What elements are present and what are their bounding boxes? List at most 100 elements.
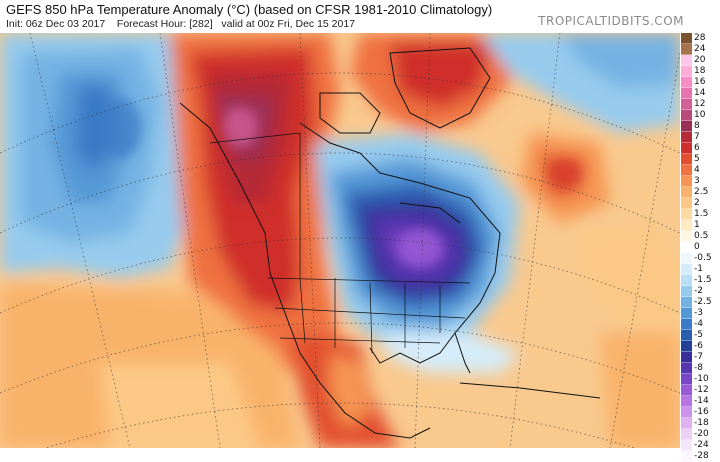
colorbar-entry: -12 bbox=[681, 385, 720, 396]
colorbar-swatch bbox=[681, 176, 692, 187]
colorbar-entry: -1 bbox=[681, 264, 720, 275]
colorbar-label: 0 bbox=[694, 242, 700, 252]
colorbar-entry: 0 bbox=[681, 242, 720, 253]
colorbar-entry: 6 bbox=[681, 143, 720, 154]
colorbar-entry: -14 bbox=[681, 396, 720, 407]
colorbar-label: -24 bbox=[694, 440, 709, 450]
colorbar-label: 1 bbox=[694, 220, 700, 230]
colorbar-swatch bbox=[681, 242, 692, 253]
colorbar-label: 7 bbox=[694, 132, 700, 142]
colorbar-swatch bbox=[681, 407, 692, 418]
colorbar-swatch bbox=[681, 429, 692, 440]
colorbar-swatch bbox=[681, 297, 692, 308]
brand-watermark: TROPICALTIDBITS.COM bbox=[538, 14, 684, 28]
colorbar-swatch bbox=[681, 77, 692, 88]
colorbar-swatch bbox=[681, 121, 692, 132]
colorbar-swatch bbox=[681, 44, 692, 55]
colorbar-label: -16 bbox=[694, 407, 709, 417]
colorbar-entry: 14 bbox=[681, 88, 720, 99]
colorbar-entry: 2.5 bbox=[681, 187, 720, 198]
colorbar-entry: -6 bbox=[681, 341, 720, 352]
colorbar-entry: 8 bbox=[681, 121, 720, 132]
anomaly-detail bbox=[98, 98, 583, 266]
colorbar-label: -3 bbox=[694, 308, 703, 318]
colorbar-swatch bbox=[681, 143, 692, 154]
colorbar-legend: 28 24 20 18 16 14 12 10 8 7 6 5 4 3 2.5 2 1.5 1 0.5 0 -0.5 -1… bbox=[681, 33, 720, 462]
colorbar-entry: 2 bbox=[681, 198, 720, 209]
colorbar-entry: 10 bbox=[681, 110, 720, 121]
colorbar-label: 20 bbox=[694, 55, 706, 65]
colorbar-entry: -18 bbox=[681, 418, 720, 429]
coastlines bbox=[179, 47, 601, 439]
colorbar-label: -2 bbox=[694, 286, 703, 296]
colorbar-label: 16 bbox=[694, 77, 706, 87]
colorbar-label: 1.5 bbox=[694, 209, 709, 219]
state-borders bbox=[209, 132, 471, 354]
colorbar-label: -6 bbox=[694, 341, 703, 351]
colorbar-swatch bbox=[681, 253, 692, 264]
colorbar-entry: -24 bbox=[681, 440, 720, 451]
colorbar-entry: 20 bbox=[681, 55, 720, 66]
colorbar-label: 0.5 bbox=[694, 231, 709, 241]
colorbar-swatch bbox=[681, 275, 692, 286]
colorbar-label: -0.5 bbox=[694, 253, 712, 263]
anomaly-map-svg bbox=[0, 33, 680, 448]
colorbar-label: 14 bbox=[694, 88, 706, 98]
colorbar-swatch bbox=[681, 165, 692, 176]
colorbar-swatch bbox=[681, 440, 692, 451]
colorbar-label: -4 bbox=[694, 319, 703, 329]
colorbar-swatch bbox=[681, 66, 692, 77]
colorbar-swatch bbox=[681, 198, 692, 209]
colorbar-label: -8 bbox=[694, 363, 703, 373]
anomaly-map bbox=[0, 33, 680, 448]
colorbar-swatch bbox=[681, 110, 692, 121]
colorbar-label: 8 bbox=[694, 121, 700, 131]
colorbar-swatch bbox=[681, 341, 692, 352]
map-subtitle: Init: 06z Dec 03 2017 Forecast Hour: [28… bbox=[6, 18, 355, 30]
colorbar-entry: -1.5 bbox=[681, 275, 720, 286]
colorbar-swatch bbox=[681, 132, 692, 143]
colorbar-entry: -2 bbox=[681, 286, 720, 297]
colorbar-label: -1.5 bbox=[694, 275, 712, 285]
colorbar-swatch bbox=[681, 231, 692, 242]
colorbar-entry: -5 bbox=[681, 330, 720, 341]
colorbar-swatch bbox=[681, 451, 692, 462]
colorbar-label: 28 bbox=[694, 33, 706, 43]
colorbar-entry: -10 bbox=[681, 374, 720, 385]
colorbar-entry: -2.5 bbox=[681, 297, 720, 308]
colorbar-entry: 3 bbox=[681, 176, 720, 187]
colorbar-entry: 24 bbox=[681, 44, 720, 55]
colorbar-swatch bbox=[681, 308, 692, 319]
colorbar-entry: -0.5 bbox=[681, 253, 720, 264]
colorbar-entry: 28 bbox=[681, 33, 720, 44]
graticule bbox=[0, 33, 680, 448]
colorbar-entry: 18 bbox=[681, 66, 720, 77]
colorbar-entry: -4 bbox=[681, 319, 720, 330]
colorbar-label: -7 bbox=[694, 352, 703, 362]
colorbar-entry: 5 bbox=[681, 154, 720, 165]
colorbar-entry: -7 bbox=[681, 352, 720, 363]
colorbar-swatch bbox=[681, 418, 692, 429]
colorbar-entry: 1 bbox=[681, 220, 720, 231]
init-time: Init: 06z Dec 03 2017 bbox=[6, 18, 106, 30]
valid-time: valid at 00z Fri, Dec 15 2017 bbox=[221, 18, 356, 30]
colorbar-label: 3 bbox=[694, 176, 700, 186]
colorbar-swatch bbox=[681, 209, 692, 220]
map-title: GEFS 850 hPa Temperature Anomaly (°C) (b… bbox=[6, 2, 493, 17]
colorbar-entry: -20 bbox=[681, 429, 720, 440]
colorbar-swatch bbox=[681, 385, 692, 396]
colorbar-swatch bbox=[681, 286, 692, 297]
colorbar-swatch bbox=[681, 374, 692, 385]
colorbar-label: 12 bbox=[694, 99, 706, 109]
colorbar-swatch bbox=[681, 55, 692, 66]
colorbar-swatch bbox=[681, 220, 692, 231]
colorbar-label: -2.5 bbox=[694, 297, 712, 307]
colorbar-label: 5 bbox=[694, 154, 700, 164]
colorbar-swatch bbox=[681, 187, 692, 198]
colorbar-label: 10 bbox=[694, 110, 706, 120]
map-header: GEFS 850 hPa Temperature Anomaly (°C) (b… bbox=[0, 0, 720, 33]
colorbar-label: -20 bbox=[694, 429, 709, 439]
colorbar-label: -28 bbox=[694, 451, 709, 461]
colorbar-label: -14 bbox=[694, 396, 709, 406]
colorbar-label: -10 bbox=[694, 374, 709, 384]
